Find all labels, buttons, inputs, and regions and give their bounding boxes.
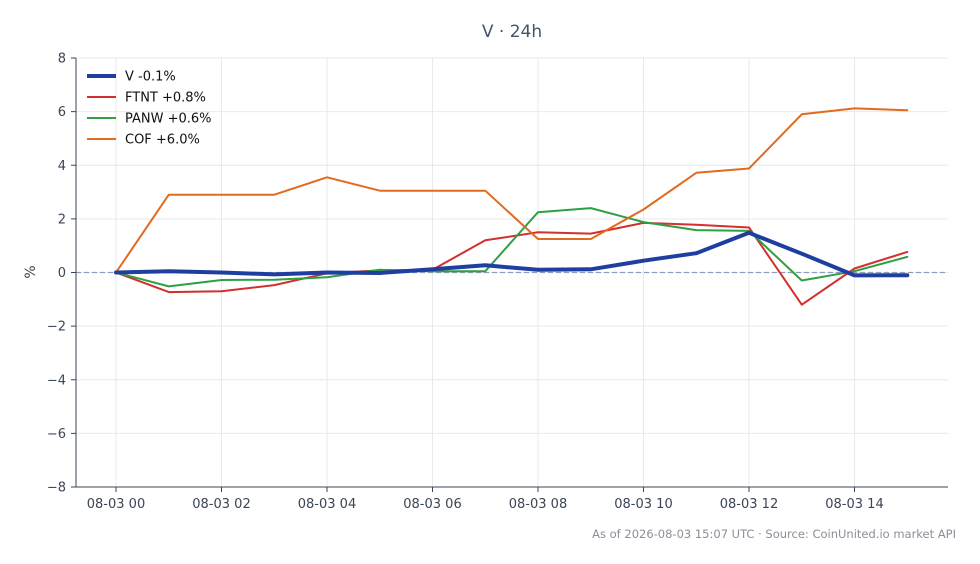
y-tick-label: 8 bbox=[58, 52, 66, 67]
legend-label-3: COF +6.0% bbox=[125, 133, 200, 148]
x-tick-label: 08-03 04 bbox=[298, 497, 356, 512]
series-lines bbox=[114, 107, 910, 306]
chart-title: V · 24h bbox=[482, 22, 542, 42]
x-tick-label: 08-03 10 bbox=[614, 497, 672, 512]
x-tick-label: 08-03 00 bbox=[87, 497, 145, 512]
x-tick-label: 08-03 12 bbox=[720, 497, 778, 512]
series-line-0 bbox=[114, 230, 910, 278]
x-tick-label: 08-03 14 bbox=[825, 497, 883, 512]
y-axis-ticks: 8 6 4 2 0 −2 −4 −6 −8 bbox=[47, 52, 76, 496]
y-tick-label: −8 bbox=[47, 481, 66, 496]
series-line-1 bbox=[115, 221, 909, 306]
y-tick-label: 6 bbox=[58, 105, 66, 120]
y-axis-label: % bbox=[23, 265, 39, 278]
series-line-3 bbox=[115, 107, 909, 274]
series-line-2 bbox=[115, 207, 909, 288]
x-tick-label: 08-03 02 bbox=[192, 497, 250, 512]
y-tick-label: 4 bbox=[58, 159, 66, 174]
x-tick-label: 08-03 08 bbox=[509, 497, 567, 512]
x-axis-ticks: 08-03 00 08-03 02 08-03 04 08-03 06 08-03 08… bbox=[87, 487, 884, 512]
legend-label-2: PANW +0.6% bbox=[125, 112, 212, 127]
y-tick-label: −2 bbox=[47, 320, 66, 335]
y-tick-label: 0 bbox=[58, 266, 66, 281]
y-tick-label: −6 bbox=[47, 427, 66, 442]
footer-source: As of 2026-08-03 15:07 UTC · Source: Coi… bbox=[592, 527, 956, 541]
legend-label-0: V -0.1% bbox=[125, 70, 176, 85]
legend-label-1: FTNT +0.8% bbox=[125, 91, 206, 106]
legend: V -0.1% FTNT +0.8% PANW +0.6% COF +6.0% bbox=[87, 70, 212, 148]
x-tick-label: 08-03 06 bbox=[403, 497, 461, 512]
y-tick-label: 2 bbox=[58, 212, 66, 227]
y-tick-label: −4 bbox=[47, 373, 66, 388]
